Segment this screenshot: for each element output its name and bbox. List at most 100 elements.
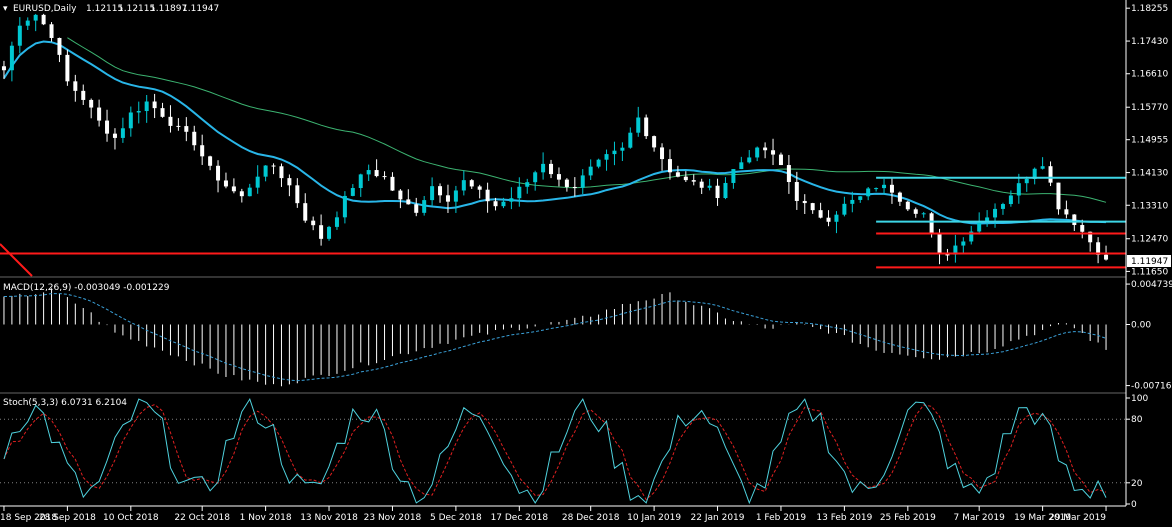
candle (858, 196, 863, 203)
candle-body (422, 200, 427, 213)
candle-body (810, 203, 815, 211)
candle-body (905, 201, 910, 210)
candle (818, 202, 823, 219)
x-tick-label: 22 Oct 2018 (174, 513, 230, 523)
candle-body (842, 203, 847, 215)
candle (533, 170, 538, 191)
candle (1064, 200, 1069, 219)
candle-body (945, 254, 950, 256)
candle (556, 167, 561, 187)
candle (834, 211, 839, 234)
candle (945, 248, 950, 261)
candle-body (263, 165, 268, 177)
candle-body (889, 184, 894, 193)
candle (778, 152, 783, 166)
candle-body (144, 101, 149, 112)
candle-body (1096, 242, 1101, 255)
candle-body (929, 213, 934, 233)
candle (723, 177, 728, 200)
candle-body (937, 232, 942, 255)
candle-body (184, 126, 189, 132)
candle (905, 200, 910, 212)
x-tick-label: 10 Jan 2019 (627, 513, 681, 523)
candle-body (636, 117, 641, 133)
candle (707, 178, 712, 191)
candle (675, 165, 680, 178)
candle (73, 74, 78, 102)
candle-body (247, 187, 252, 197)
candle (430, 177, 435, 206)
price-axis[interactable]: 1.18255 1.17430 1.16610 1.15770 1.14955 1.141… (1126, 4, 1172, 510)
candle (152, 93, 157, 119)
candle (667, 149, 672, 180)
candle-body (208, 156, 213, 166)
candle-body (874, 188, 879, 190)
y-tick-label: 20 (1131, 479, 1143, 489)
candle (231, 178, 236, 194)
candle (112, 128, 117, 150)
y-tick-label: 1.15770 (1131, 103, 1168, 113)
candle-body (993, 208, 998, 218)
macd-title: MACD(12,26,9) -0.003049 -0.001229 (3, 283, 170, 293)
candle-body (97, 107, 102, 121)
candle (580, 169, 585, 195)
candle (501, 197, 506, 209)
candle (1048, 161, 1053, 187)
candle-body (311, 220, 316, 226)
candle-body (41, 14, 46, 25)
candle (596, 158, 601, 169)
candle (913, 207, 918, 218)
candle-body (120, 128, 125, 138)
y-tick-label: 0.004739 (1131, 280, 1172, 290)
candle (374, 159, 379, 178)
main-price-pane (0, 13, 1126, 277)
candle-body (327, 226, 332, 239)
candle-body (556, 174, 561, 180)
candle (295, 178, 300, 208)
candle (874, 187, 879, 192)
candle-body (303, 203, 308, 221)
candle (763, 142, 768, 159)
slow-moving-average-line (67, 37, 1107, 203)
candle-body (200, 145, 205, 157)
x-tick-label: 29 Mar 2019 (1049, 513, 1106, 523)
y-tick-label: 80 (1131, 415, 1143, 425)
candle-body (382, 176, 387, 178)
candle-body (1104, 254, 1109, 260)
candle-body (541, 163, 546, 173)
candle (9, 41, 14, 82)
candle-body (882, 184, 887, 189)
candle (41, 13, 46, 26)
candle-body (509, 198, 514, 202)
candle (57, 37, 62, 63)
candle (358, 173, 363, 197)
candle-body (105, 120, 110, 134)
x-tick-label: 13 Feb 2019 (816, 513, 872, 523)
x-tick-label: 17 Dec 2018 (491, 513, 549, 523)
candle-body (1064, 209, 1069, 215)
candle (128, 106, 133, 137)
x-tick-label: 28 Sep 2018 (39, 513, 96, 523)
stoch-signal-line (3, 404, 1107, 501)
chart-caret-icon: ▾ (3, 4, 8, 14)
candle (192, 125, 197, 151)
candle (366, 164, 371, 182)
candle-body (453, 190, 458, 202)
candle-body (620, 147, 625, 151)
current-price-label: 1.11947 (1131, 257, 1168, 267)
candle (200, 134, 205, 165)
candle (414, 197, 419, 217)
candle-body (1, 66, 6, 71)
candle (271, 163, 276, 175)
candle (961, 237, 966, 255)
candle-body (128, 112, 133, 129)
candle (517, 177, 522, 207)
trend-line[interactable] (0, 243, 33, 277)
candle (921, 211, 926, 218)
fast-moving-average-line (3, 40, 1107, 225)
candle-body (1016, 183, 1021, 196)
candle-body (1000, 204, 1005, 209)
candle-body (715, 185, 720, 199)
